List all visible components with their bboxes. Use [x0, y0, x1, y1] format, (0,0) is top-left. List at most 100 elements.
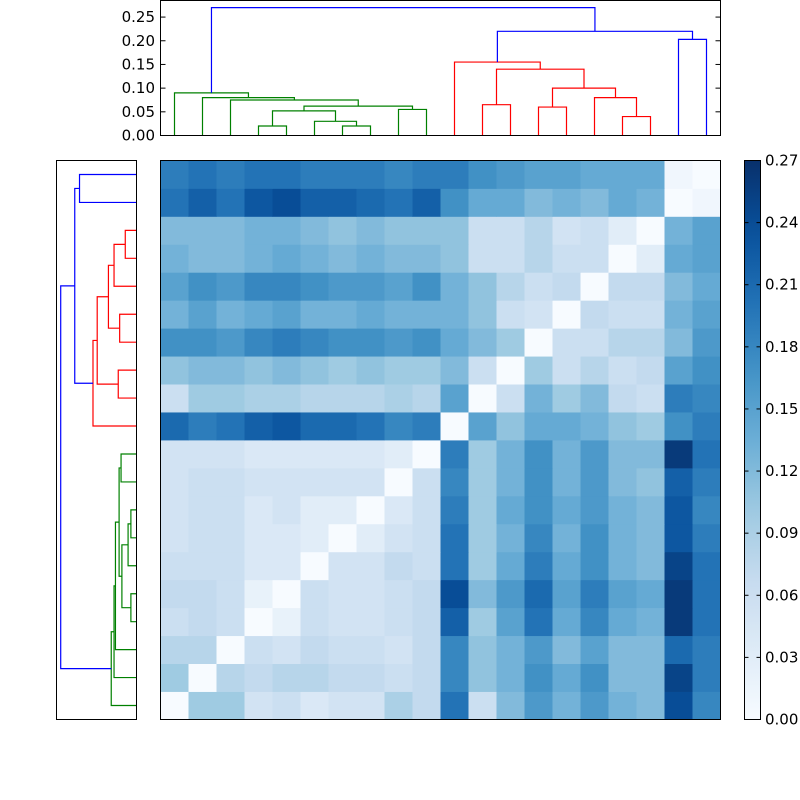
heatmap-cell [272, 244, 301, 273]
heatmap-cell [692, 579, 721, 609]
heatmap-cell [580, 412, 609, 441]
heatmap-cell [160, 244, 189, 273]
colorbar-tick-label: 0.15 [765, 400, 798, 418]
heatmap-cell [692, 160, 721, 189]
heatmap-cell [440, 300, 469, 329]
heatmap-cell [216, 328, 245, 357]
heatmap-cell [300, 579, 329, 609]
heatmap-cell [216, 691, 245, 720]
colorbar-frame [744, 160, 761, 720]
heatmap-cell [328, 495, 357, 525]
heatmap-cell [468, 216, 497, 245]
heatmap-cell [272, 356, 301, 385]
heatmap-cell [356, 495, 385, 525]
heatmap-cell [356, 467, 385, 497]
heatmap-cell [216, 467, 245, 497]
heatmap-cell [524, 188, 553, 217]
left-dendrogram-link [127, 523, 137, 567]
left-dendrogram-link [130, 509, 137, 539]
heatmap-cell [524, 467, 553, 497]
heatmap-cell [440, 216, 469, 245]
heatmap-cell [216, 579, 245, 609]
heatmap-cell [580, 272, 609, 301]
heatmap-cell [272, 188, 301, 217]
heatmap-cell [216, 188, 245, 217]
heatmap-cell [496, 216, 525, 245]
heatmap-cell [692, 272, 721, 301]
heatmap-cell [356, 328, 385, 357]
heatmap-cell [356, 440, 385, 469]
heatmap-cell [608, 412, 637, 441]
heatmap-frame [160, 160, 721, 720]
heatmap-cell [244, 216, 273, 245]
heatmap-cell [440, 244, 469, 273]
heatmap-cell [580, 384, 609, 413]
heatmap-cell [608, 300, 637, 329]
top-y-tick-label: 0.05 [122, 103, 155, 121]
heatmap-cell [496, 188, 525, 217]
heatmap-cell [664, 412, 693, 441]
heatmap-cell [244, 160, 273, 189]
top-y-tick-label: 0.25 [122, 8, 155, 26]
left-dendrogram-link [113, 585, 137, 679]
heatmap-cell [412, 663, 441, 692]
heatmap-cell [580, 440, 609, 469]
heatmap-cell [580, 523, 609, 553]
heatmap-cell [692, 495, 721, 525]
heatmap-cell [160, 635, 189, 664]
heatmap-cell [552, 244, 581, 273]
heatmap-cell [608, 216, 637, 245]
heatmap-cell [356, 607, 385, 637]
heatmap-cell [244, 440, 273, 469]
heatmap-cell [580, 691, 609, 720]
heatmap-cell [188, 523, 217, 553]
heatmap-cell [524, 356, 553, 385]
heatmap-cell [356, 635, 385, 664]
heatmap-cell [524, 495, 553, 525]
heatmap-cell [216, 244, 245, 273]
top-y-tick-label: 0.15 [122, 55, 155, 73]
heatmap-cell [496, 328, 525, 357]
heatmap-cell [468, 663, 497, 692]
heatmap-cell [328, 384, 357, 413]
heatmap-cell [384, 523, 413, 553]
heatmap-cell [216, 663, 245, 692]
heatmap-cell [412, 300, 441, 329]
heatmap-cell [328, 440, 357, 469]
heatmap-cell [384, 579, 413, 609]
heatmap-cell [552, 272, 581, 301]
heatmap-cell [440, 384, 469, 413]
heatmap-cell [524, 440, 553, 469]
left-dendrogram-link [74, 187, 93, 384]
heatmap-cell [692, 523, 721, 553]
heatmap-cell [272, 412, 301, 441]
heatmap-cell [552, 551, 581, 581]
heatmap-cell [328, 551, 357, 581]
heatmap-cell [468, 244, 497, 273]
heatmap-cell [468, 272, 497, 301]
colorbar-tick-label: 0.27 [765, 152, 798, 170]
heatmap-cell [384, 691, 413, 720]
heatmap-cell [300, 551, 329, 581]
heatmap-cell [160, 160, 189, 189]
heatmap-cell [272, 691, 301, 720]
heatmap-cell [300, 272, 329, 301]
heatmap-cell [636, 551, 665, 581]
top-dendrogram-link [496, 30, 694, 63]
heatmap-cell [468, 384, 497, 413]
heatmap-cell [664, 188, 693, 217]
left-dendrogram-link [60, 285, 112, 670]
heatmap-cell [188, 691, 217, 720]
heatmap-cell [664, 216, 693, 245]
heatmap-cell [328, 216, 357, 245]
heatmap-cell [636, 579, 665, 609]
heatmap-cell [384, 551, 413, 581]
heatmap-cell [160, 440, 189, 469]
heatmap-cell [608, 160, 637, 189]
heatmap-cell [440, 607, 469, 637]
heatmap-cell [216, 551, 245, 581]
heatmap-cell [300, 691, 329, 720]
heatmap-cell [664, 663, 693, 692]
heatmap-cell [160, 523, 189, 553]
heatmap-cell [216, 523, 245, 553]
